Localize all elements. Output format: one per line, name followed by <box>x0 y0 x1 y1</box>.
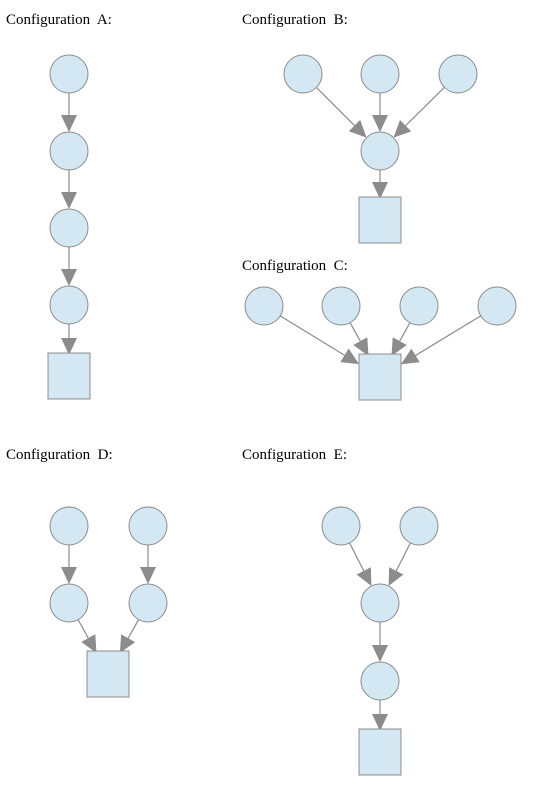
config-d-circle-node-3 <box>49 583 89 623</box>
config-b-square-node <box>358 196 402 244</box>
config-c-edge-2 <box>349 322 361 342</box>
config-d-circle-node-4 <box>128 583 168 623</box>
config-e-circle-node-3 <box>360 583 400 623</box>
config-b-edge-3 <box>405 86 445 127</box>
config-b-arrowhead-2 <box>372 115 388 132</box>
config-d-edge-4 <box>127 619 140 639</box>
config-e-edge-2 <box>395 542 411 572</box>
config-e-square-node <box>358 728 402 776</box>
config-b-label: Configuration B: <box>242 12 348 28</box>
config-b-circle-node-1 <box>283 54 323 94</box>
config-c-circle-node-2 <box>321 286 361 326</box>
config-a-circle-node-2 <box>49 131 89 171</box>
config-c-circle-node-4 <box>477 286 517 326</box>
config-a-circle-node-4 <box>49 285 89 325</box>
config-a-arrowhead-2 <box>61 192 77 209</box>
config-d-circle-node-2 <box>128 506 168 546</box>
config-a-arrowhead-3 <box>61 269 77 286</box>
config-c-edge-3 <box>399 322 411 342</box>
config-b-edge-1 <box>316 87 355 126</box>
config-c-label: Configuration C: <box>242 258 348 274</box>
config-e-arrowhead-2 <box>388 567 404 587</box>
config-e-circle-node-4 <box>360 661 400 701</box>
config-c-square-node <box>358 353 402 401</box>
config-e-circle-node-1 <box>321 506 361 546</box>
config-c-circle-node-1 <box>244 286 284 326</box>
config-c-arrowhead-2 <box>353 337 369 356</box>
config-b-circle-node-3 <box>438 54 478 94</box>
config-a-label: Configuration A: <box>6 12 112 28</box>
config-a-circle-node-1 <box>49 54 89 94</box>
config-e-arrowhead-3 <box>372 645 388 662</box>
config-d-arrowhead-1 <box>61 567 77 584</box>
config-d-square-node <box>86 650 130 698</box>
config-c-circle-node-3 <box>399 286 439 326</box>
config-a-arrowhead-1 <box>61 115 77 132</box>
config-b-circle-node-4 <box>360 131 400 171</box>
config-c-arrowhead-1 <box>340 348 359 365</box>
config-b-circle-node-2 <box>360 54 400 94</box>
config-e-edge-1 <box>349 542 365 572</box>
config-b-arrowhead-3 <box>393 120 412 138</box>
config-e-arrowhead-1 <box>356 567 372 587</box>
config-e-circle-node-2 <box>399 506 439 546</box>
config-c-arrowhead-3 <box>391 337 407 356</box>
config-a-circle-node-3 <box>49 208 89 248</box>
config-d-arrowhead-2 <box>140 567 156 584</box>
config-c-arrowhead-4 <box>401 348 420 365</box>
config-e-label: Configuration E: <box>242 447 347 463</box>
config-b-arrowhead-1 <box>348 119 367 138</box>
config-a-arrowhead-4 <box>61 338 77 355</box>
config-d-label: Configuration D: <box>6 447 113 463</box>
config-d-arrowhead-3 <box>81 634 97 653</box>
config-a-square-node <box>47 352 91 400</box>
config-c-edge-4 <box>415 315 482 356</box>
config-d-arrowhead-4 <box>119 634 136 653</box>
config-e-arrowhead-4 <box>372 714 388 731</box>
config-d-edge-3 <box>77 619 89 639</box>
config-d-circle-node-1 <box>49 506 89 546</box>
config-b-arrowhead-4 <box>372 182 388 199</box>
config-c-edge-1 <box>279 315 345 356</box>
